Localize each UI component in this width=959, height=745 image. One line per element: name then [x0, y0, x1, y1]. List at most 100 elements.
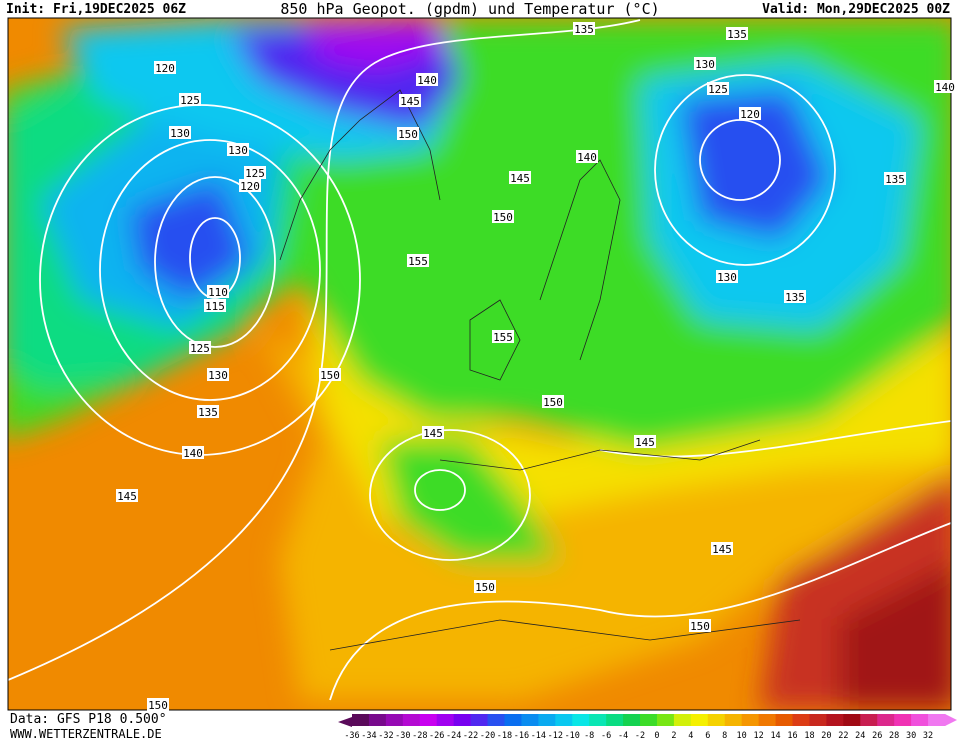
contour-label-box	[204, 299, 226, 312]
contour-label-box	[884, 172, 906, 185]
contour-label-box	[716, 270, 738, 283]
colorbar-swatch	[589, 714, 607, 726]
contour-label-box	[784, 290, 806, 303]
colorbar-label: -28	[412, 731, 427, 741]
contour-label-box	[154, 61, 176, 74]
colorbar-swatch	[352, 714, 370, 726]
contour-label: 155	[493, 331, 513, 344]
contour-label-box	[689, 619, 711, 632]
colorbar-swatch	[843, 714, 861, 726]
colorbar-swatch	[792, 714, 810, 726]
contour-label-box	[711, 542, 733, 555]
contour-label: 120	[740, 108, 760, 121]
colorbar-swatch	[538, 714, 556, 726]
contour-label: 130	[228, 144, 248, 157]
contour-label-box	[147, 698, 169, 711]
contour-label-box	[116, 489, 138, 502]
contour-label: 115	[205, 300, 225, 313]
contour-label: 145	[423, 427, 443, 440]
colorbar-swatch	[911, 714, 929, 726]
contour-label: 130	[170, 127, 190, 140]
colorbar-label: -10	[565, 731, 580, 741]
colorbar-swatch	[928, 714, 946, 726]
contour-label-box	[573, 22, 595, 35]
contour-label: 130	[695, 58, 715, 71]
contour-label: 150	[398, 128, 418, 141]
contour-label: 110	[208, 286, 228, 299]
colorbar-swatch	[826, 714, 844, 726]
colorbar-swatch	[555, 714, 573, 726]
contour-label-box	[707, 82, 729, 95]
contour-label-box	[416, 73, 438, 86]
contour-label: 150	[148, 699, 168, 712]
colorbar-swatch	[724, 714, 743, 726]
colorbar-label: -14	[531, 731, 546, 741]
colorbar: -36 -34 -32 -30 -28 -26 -24 -22 -20 -18 -16 -14 -12-…	[338, 714, 957, 741]
contour-label-box	[492, 330, 514, 343]
colorbar-swatch	[402, 714, 421, 726]
map-field	[8, 18, 951, 710]
colorbar-label: 32	[923, 731, 933, 741]
contour-label: 140	[183, 447, 203, 460]
contour-label: 145	[712, 543, 732, 556]
colorbar-swatch	[741, 714, 760, 726]
contour-label: 145	[510, 172, 530, 185]
colorbar-swatch	[623, 714, 641, 726]
contour-label: 135	[885, 173, 905, 186]
contour-label-box	[739, 107, 761, 120]
colorbar-label: 28	[889, 731, 899, 741]
contour-label: 145	[635, 436, 655, 449]
contour-label-box	[422, 426, 444, 439]
colorbar-swatch	[385, 714, 404, 726]
contour-label-box	[227, 143, 249, 156]
contour-label-box	[244, 166, 266, 179]
colorbar-label: 0	[654, 731, 659, 741]
map-title: 850 hPa Geopot. (gpdm) und Temperatur (°…	[280, 0, 659, 18]
colorbar-label: 16	[787, 731, 797, 741]
contour-label: 125	[245, 167, 265, 180]
colorbar-label: 6	[705, 731, 710, 741]
colorbar-label: 20	[821, 731, 831, 741]
colorbar-label: 8	[722, 731, 727, 741]
colorbar-label: 4	[688, 731, 693, 741]
contour-label: 135	[198, 406, 218, 419]
contour-label-box	[239, 179, 261, 192]
colorbar-label: -30	[395, 731, 410, 741]
colorbar-swatch	[809, 714, 827, 726]
colorbar-label: -16	[514, 731, 529, 741]
colorbar-label: 26	[872, 731, 882, 741]
contour-label-box	[694, 57, 716, 70]
colorbar-swatch	[436, 714, 455, 726]
colorbar-label: 14	[770, 731, 780, 741]
colorbar-label: -26	[429, 731, 444, 741]
colorbar-label: 24	[855, 731, 865, 741]
colorbar-label: 2	[671, 731, 676, 741]
contour-label-box	[182, 446, 204, 459]
contour-label-box	[207, 285, 229, 298]
colorbar-swatch	[775, 714, 794, 726]
colorbar-swatch	[368, 714, 387, 726]
colorbar-swatch	[656, 714, 675, 726]
contour-label-box	[207, 368, 229, 381]
colorbar-label: -6	[601, 731, 611, 741]
contour-label: 125	[180, 94, 200, 107]
map-frame	[7, 17, 952, 711]
contour-label-box	[934, 80, 956, 93]
contour-label: 150	[690, 620, 710, 633]
colorbar-swatch	[504, 714, 522, 726]
colorbar-label: -34	[361, 731, 376, 741]
contour-label: 140	[417, 74, 437, 87]
contour-labels: 1201251301301251201101151251301351401451…	[116, 22, 956, 712]
contour-label: 155	[408, 255, 428, 268]
colorbar-swatch	[894, 714, 912, 726]
contour-label-box	[189, 341, 211, 354]
contour-label-box	[169, 126, 191, 139]
contour-label: 120	[155, 62, 175, 75]
contour-label-box	[492, 210, 514, 223]
colorbar-swatch	[453, 714, 472, 726]
colorbar-label: 30	[906, 731, 916, 741]
colorbar-swatch	[470, 714, 489, 726]
contour-label: 150	[493, 211, 513, 224]
contour-label: 135	[785, 291, 805, 304]
colorbar-label: 12	[754, 731, 764, 741]
